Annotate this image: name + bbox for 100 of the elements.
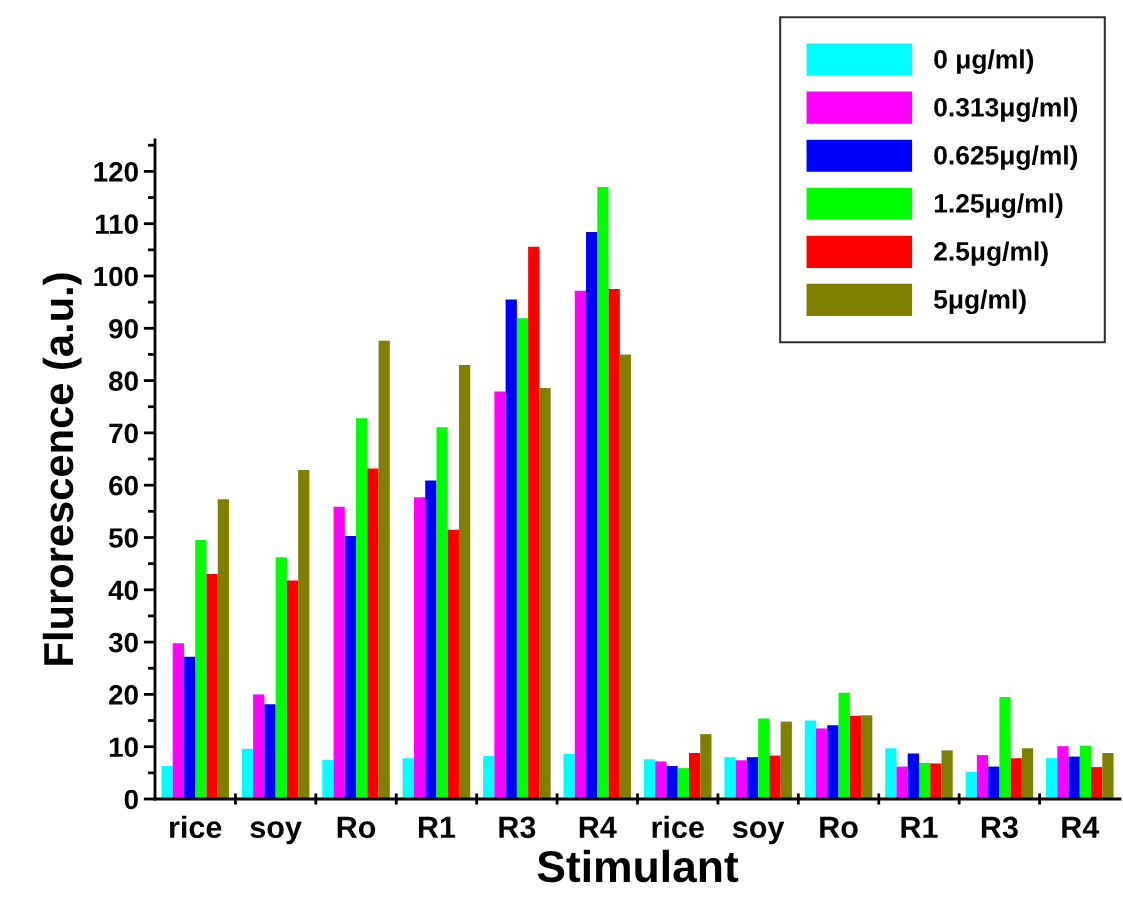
bar — [724, 757, 736, 799]
x-tick-label: rice — [170, 815, 222, 839]
x-tick-label: R4 — [1062, 816, 1100, 838]
bar — [677, 768, 689, 799]
x-tick-label: R3 — [499, 816, 536, 839]
bar — [183, 656, 196, 799]
y-tick-label: 60 — [109, 475, 138, 496]
bar — [264, 704, 276, 799]
bar — [999, 697, 1011, 799]
bar — [816, 728, 828, 799]
bar — [217, 499, 229, 799]
x-tick-label: R3 — [981, 816, 1018, 839]
y-tick-label: 100 — [94, 266, 138, 287]
bar — [195, 540, 207, 799]
legend-label: 5μg/ml) — [934, 289, 1026, 315]
bar — [563, 754, 575, 799]
bar — [286, 580, 299, 799]
bar — [849, 715, 862, 799]
y-tick-label: 50 — [108, 528, 138, 548]
x-tick-label: soy — [250, 821, 302, 845]
y-tick-label: 20 — [109, 685, 138, 705]
bar — [378, 340, 390, 799]
bar — [1079, 745, 1092, 799]
bar — [861, 715, 873, 799]
bar — [516, 318, 529, 799]
bar — [436, 427, 448, 799]
bar — [483, 756, 495, 799]
bar — [941, 750, 953, 799]
bar — [425, 480, 437, 799]
bar — [494, 391, 506, 799]
bar — [988, 766, 1000, 799]
bar — [172, 643, 184, 799]
bar — [322, 759, 334, 799]
bar — [333, 506, 345, 799]
y-tick-label: 70 — [109, 423, 138, 444]
bar — [1021, 748, 1034, 799]
bar — [838, 692, 850, 799]
bar — [447, 529, 459, 799]
bar — [574, 290, 587, 799]
legend-label: 0 μg/ml) — [934, 49, 1034, 74]
bar — [758, 718, 770, 799]
x-tick-label: Ro — [337, 816, 376, 839]
bar — [206, 574, 218, 799]
bar — [780, 721, 792, 799]
bar — [298, 470, 310, 799]
legend-label: 2.5μg/ml) — [934, 241, 1048, 267]
bar — [1068, 756, 1080, 799]
x-tick-label: soy — [732, 821, 785, 845]
y-tick-label: 110 — [95, 214, 138, 235]
bar — [1102, 752, 1114, 799]
bar — [827, 725, 839, 799]
y-tick-label: 30 — [108, 632, 138, 653]
bar — [735, 760, 747, 799]
x-tick-label: Ro — [820, 816, 858, 839]
bar — [1057, 746, 1069, 799]
y-tick-label: 80 — [109, 371, 138, 391]
bar — [896, 766, 908, 799]
bar — [930, 763, 942, 799]
legend-label: 0.625μg/ml) — [934, 145, 1078, 171]
bar — [413, 497, 426, 799]
bar — [344, 535, 357, 799]
bar — [619, 354, 632, 799]
bar — [505, 299, 517, 799]
bar — [885, 748, 897, 799]
bar — [769, 755, 781, 799]
bar — [356, 418, 368, 799]
bar — [586, 232, 598, 799]
bar — [1091, 767, 1103, 799]
bar — [241, 748, 254, 799]
bar — [688, 752, 701, 799]
x-tick-label: R1 — [418, 816, 456, 838]
bar — [528, 246, 540, 799]
y-tick-label: 0 — [124, 789, 138, 810]
bar — [1010, 758, 1022, 799]
bar — [700, 734, 712, 799]
bar — [643, 759, 656, 799]
legend-label: 1.25μg/ml) — [934, 193, 1063, 219]
x-tick-label: R4 — [579, 816, 617, 838]
bar — [666, 766, 678, 799]
bar — [539, 387, 551, 799]
bar — [275, 557, 287, 799]
y-tick-label: 90 — [109, 318, 138, 339]
bar — [804, 720, 817, 799]
bar — [965, 771, 977, 799]
bar — [976, 755, 989, 799]
bar — [367, 468, 379, 799]
y-tick-label: 120 — [94, 162, 138, 182]
bar — [655, 761, 667, 799]
bar — [402, 758, 414, 799]
bar — [918, 762, 931, 799]
bar — [907, 753, 919, 799]
legend-label: 0.313μg/ml) — [934, 97, 1078, 123]
y-axis-title: Flurorescence (a.u.) — [42, 273, 82, 665]
bar — [253, 694, 265, 799]
bar — [597, 187, 609, 799]
y-tick-label: 40 — [108, 580, 138, 601]
bar — [458, 364, 471, 799]
x-axis-title: Stimulant — [537, 849, 739, 883]
bar — [608, 289, 620, 799]
bar — [746, 757, 759, 799]
